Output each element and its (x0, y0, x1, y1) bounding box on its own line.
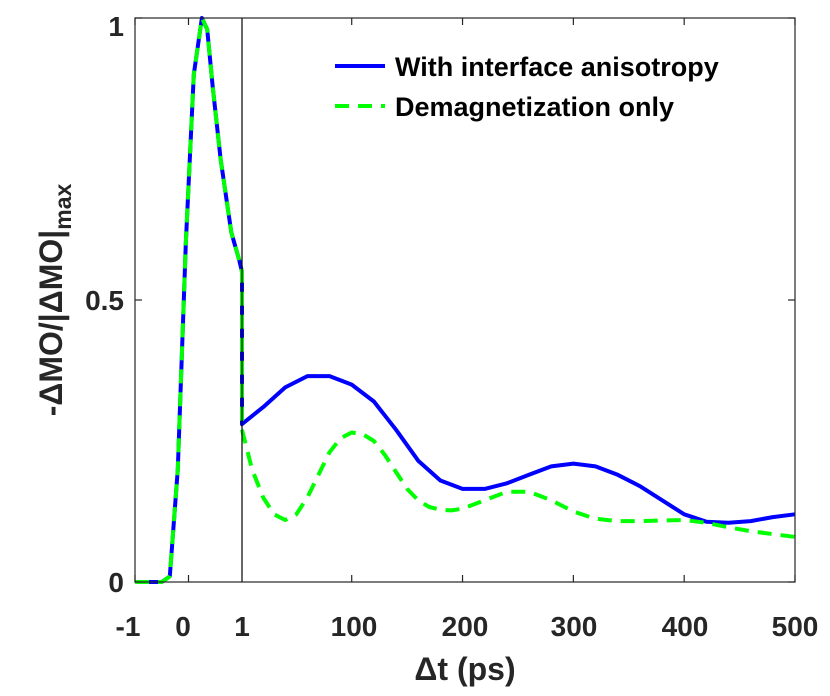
legend: With interface anisotropy Demagnetizatio… (335, 52, 719, 122)
legend-label-demagnetization-only: Demagnetization only (395, 92, 674, 122)
y-tick-label: 0 (108, 567, 124, 598)
x-tick-label: 1 (234, 611, 250, 642)
legend-label-with-interface-anisotropy: With interface anisotropy (395, 52, 719, 82)
y-axis-label-subscript: max (50, 184, 76, 230)
x-tick-label: 300 (551, 611, 598, 642)
x-tick-label: 500 (772, 611, 819, 642)
series-layer (135, 16, 796, 584)
series-line-with-interface-anisotropy (135, 16, 796, 584)
x-tick-label: 100 (331, 611, 378, 642)
x-tick-label: -1 (116, 611, 141, 642)
y-axis-label-main: -ΔMO/|ΔMO| (33, 230, 69, 417)
x-axis-label: Δt (ps) (414, 651, 515, 687)
y-tick-label: 1 (108, 11, 124, 42)
x-tick-label: 200 (442, 611, 489, 642)
y-tick-label: 0.5 (85, 285, 124, 316)
x-tick-label: 400 (662, 611, 709, 642)
ticks-layer (134, 17, 796, 583)
y-axis-label: -ΔMO/|ΔMO|max (33, 184, 76, 417)
x-tick-label: 0 (175, 611, 191, 642)
